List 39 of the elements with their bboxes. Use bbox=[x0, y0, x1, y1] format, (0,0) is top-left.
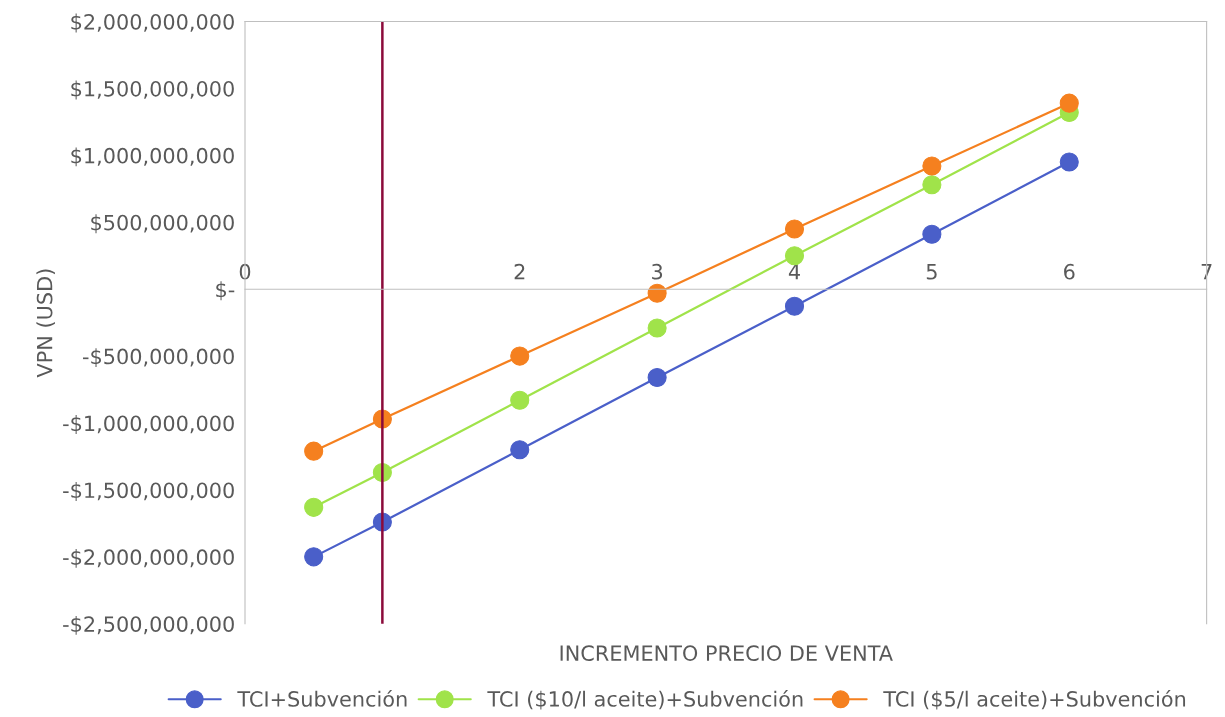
y-tick-label: $1,500,000,000 bbox=[71, 80, 234, 100]
y-tick-label: -$1,500,000,000 bbox=[63, 482, 234, 501]
legend-label: TCI ($5/l aceite)+Subvención bbox=[883, 689, 1186, 710]
y-tick-label: $1,000,000,000 bbox=[71, 147, 234, 167]
point bbox=[304, 547, 324, 567]
point bbox=[784, 246, 805, 266]
x-axis-title: INCREMENTO PRECIO DE VENTA bbox=[560, 645, 893, 661]
point bbox=[784, 219, 805, 239]
point bbox=[510, 346, 530, 366]
x-tick-label: 5 bbox=[926, 264, 937, 280]
x-tick-label: 4 bbox=[788, 264, 800, 280]
x-tick-label: 7 bbox=[1201, 264, 1212, 280]
point bbox=[784, 296, 805, 316]
point bbox=[922, 175, 942, 195]
legend-label: TCI+Subvención bbox=[237, 689, 407, 707]
point bbox=[304, 497, 324, 517]
point bbox=[510, 390, 530, 410]
point bbox=[647, 283, 667, 303]
y-tick-label: $- bbox=[216, 281, 235, 301]
legend-label: TCI ($10/l aceite)+Subvención bbox=[487, 689, 803, 710]
point bbox=[510, 440, 530, 460]
point bbox=[1059, 93, 1079, 113]
y-tick-label: -$500,000,000 bbox=[82, 348, 234, 368]
x-tick-label: 6 bbox=[1064, 263, 1075, 280]
y-tick-label: -$2,500,000,000 bbox=[63, 615, 234, 635]
point bbox=[922, 224, 942, 244]
point bbox=[647, 318, 667, 338]
y-tick-label: -$1,000,000,000 bbox=[63, 415, 234, 435]
point bbox=[922, 156, 942, 176]
y-tick-label: $2,000,000,000 bbox=[71, 13, 234, 33]
x-tick-label: 2 bbox=[514, 263, 525, 280]
x-tick-label: 3 bbox=[652, 263, 663, 280]
point bbox=[304, 441, 324, 461]
point bbox=[647, 367, 667, 388]
x-tick-label: 0 bbox=[239, 263, 251, 280]
y-tick-label: -$2,000,000,000 bbox=[63, 548, 234, 568]
y-tick-label: $500,000,000 bbox=[91, 214, 234, 234]
point bbox=[1059, 152, 1079, 172]
y-axis-title: VPN (USD) bbox=[36, 269, 55, 378]
